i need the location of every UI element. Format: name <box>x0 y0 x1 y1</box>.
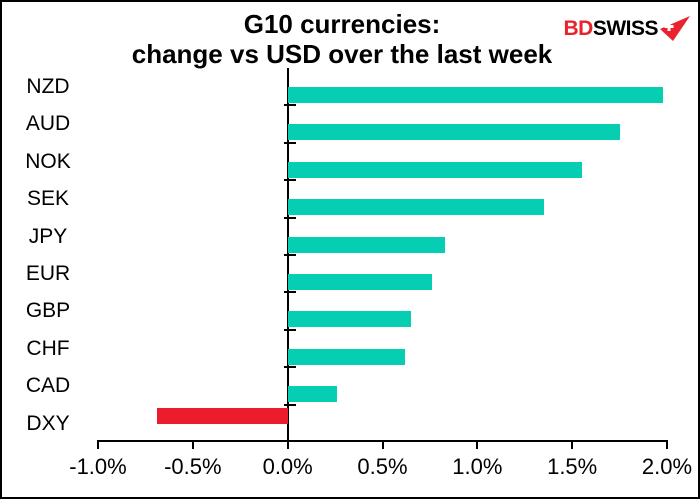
x-axis-tick <box>286 440 289 449</box>
bar-sek <box>287 199 544 216</box>
bar-nok <box>287 161 582 178</box>
y-axis-tick <box>283 179 296 182</box>
x-axis-label-1: -0.5% <box>164 454 222 479</box>
x-axis-tick <box>476 440 479 449</box>
y-axis-tick <box>283 366 296 369</box>
category-label-aud: AUD <box>25 112 71 136</box>
bar-nzd <box>287 87 664 103</box>
category-label-sek: SEK <box>26 187 70 211</box>
category-label-cad: CAD <box>25 374 71 398</box>
chart-title-line1: G10 currencies: <box>243 9 441 39</box>
x-axis-label-2: 0.0% <box>262 454 313 479</box>
y-axis-tick <box>283 216 296 219</box>
bar-dxy <box>156 407 288 424</box>
logo-swiss-text: SWISS <box>592 16 659 40</box>
category-label-dxy: DXY <box>26 411 70 435</box>
chart-title-line2: change vs USD over the last week <box>131 39 553 69</box>
x-axis-label-3: 0.5% <box>357 454 408 479</box>
bar-gbp <box>287 311 411 328</box>
category-label-gbp: GBP <box>25 299 71 323</box>
bar-jpy <box>287 236 446 253</box>
chart-title: G10 currencies: change vs USD over the l… <box>2 9 682 69</box>
y-axis-tick <box>283 328 296 331</box>
x-axis-label-0: -1.0% <box>69 454 127 479</box>
y-axis-tick <box>283 141 296 144</box>
category-label-nzd: NZD <box>26 75 70 98</box>
bar-chf <box>287 348 406 365</box>
x-axis-tick <box>571 440 574 449</box>
x-axis-label-6: 2.0% <box>641 454 693 479</box>
category-label-eur: EUR <box>25 261 71 285</box>
y-axis-tick <box>283 254 296 256</box>
x-axis-tick <box>97 440 99 449</box>
x-axis-tick <box>381 440 384 449</box>
zero-baseline <box>286 68 289 449</box>
y-axis-tick <box>283 291 296 294</box>
logo-bd-text: BD <box>563 16 593 40</box>
bdswiss-logo: BD SWISS <box>563 16 690 41</box>
y-axis-labels: NZD AUD NOK SEK JPY EUR GBP CHF CAD DXY <box>8 68 88 442</box>
category-label-nok: NOK <box>25 149 71 173</box>
swiss-arrow-icon <box>658 16 690 41</box>
bar-eur <box>287 274 432 290</box>
x-axis-tick <box>666 440 668 449</box>
plot-area: -1.0% -0.5% 0.0% 0.5% 1.0% 1.5% 2.0% <box>69 68 692 479</box>
y-axis-tick <box>283 104 296 107</box>
bar-cad <box>287 386 337 403</box>
x-axis-tick <box>191 440 194 449</box>
bar-aud <box>287 124 620 141</box>
y-axis-tick <box>283 403 296 406</box>
category-label-jpy: JPY <box>28 224 68 248</box>
x-axis-label-4: 1.0% <box>452 454 503 479</box>
category-label-chf: CHF <box>26 336 70 360</box>
x-axis-label-5: 1.5% <box>547 454 598 479</box>
